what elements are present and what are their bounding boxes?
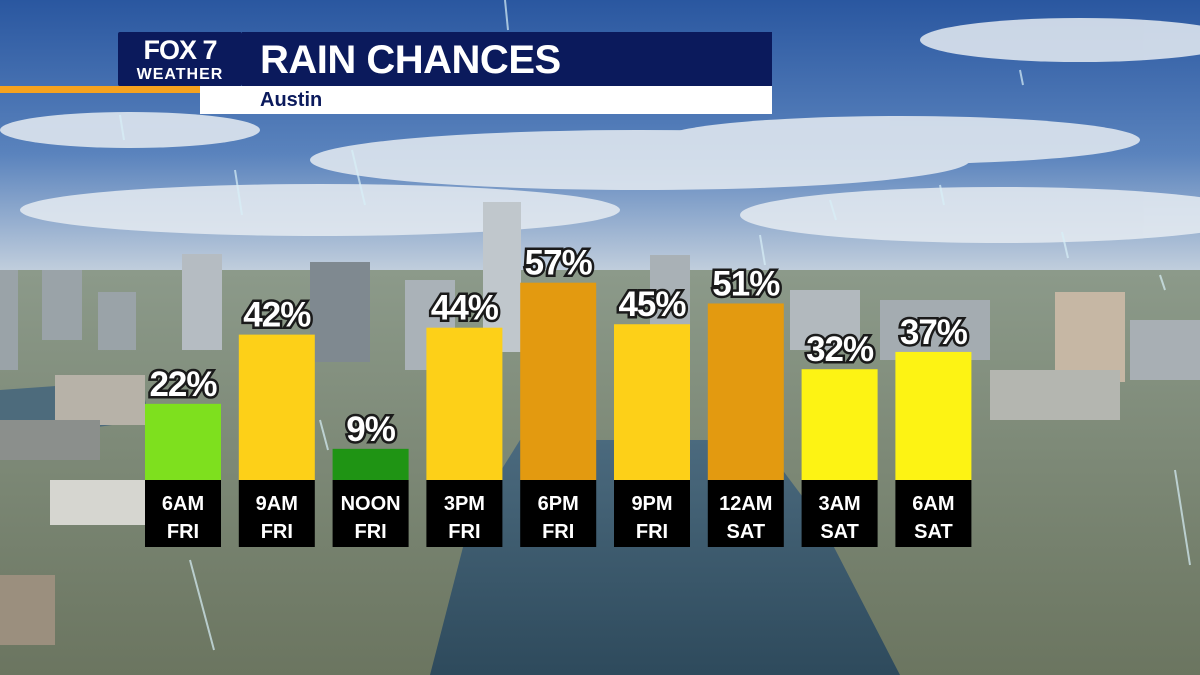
bar-value-label: 22% xyxy=(149,365,217,404)
category-box xyxy=(332,480,409,547)
category-box xyxy=(707,480,784,547)
fox7-logo: FOX 7 WEATHER xyxy=(118,32,242,86)
bar-6 xyxy=(614,324,690,480)
category-box xyxy=(520,480,597,547)
bar-9 xyxy=(895,351,972,480)
category-day-label: FRI xyxy=(636,521,668,543)
clouds xyxy=(0,18,1200,243)
category-time-label: 3PM xyxy=(444,493,485,515)
category-day-label: SAT xyxy=(727,521,766,543)
bar-8 xyxy=(801,369,878,480)
category-time-label: 3AM xyxy=(818,493,860,515)
bar-value-label: 37% xyxy=(900,313,968,352)
logo-text: FOX 7 xyxy=(143,35,217,65)
category-time-label: 6AM xyxy=(162,493,204,515)
category-time-label: 9AM xyxy=(256,493,298,515)
category-time-label: 9PM xyxy=(631,493,672,515)
bar-value-label: 51% xyxy=(712,264,780,303)
category-time-label: 6AM xyxy=(912,493,954,515)
category-time-label: 6PM xyxy=(538,493,579,515)
bar-value-label: 45% xyxy=(618,285,686,324)
bar-2 xyxy=(238,334,315,480)
category-day-label: SAT xyxy=(914,521,953,543)
page-title: RAIN CHANCES xyxy=(260,38,561,82)
category-time-label: NOON xyxy=(341,493,401,515)
category-box xyxy=(238,480,315,547)
category-day-label: FRI xyxy=(167,521,199,543)
category-box xyxy=(801,480,878,547)
category-day-label: FRI xyxy=(261,521,293,543)
buildings xyxy=(0,202,1200,645)
category-day-label: SAT xyxy=(820,521,859,543)
bar-4 xyxy=(426,327,503,480)
location-subtitle: Austin xyxy=(260,89,323,111)
category-day-label: FRI xyxy=(354,521,386,543)
category-day-label: FRI xyxy=(448,521,480,543)
bar-value-label: 32% xyxy=(806,330,874,369)
category-day-label: FRI xyxy=(542,521,574,543)
logo-sub: WEATHER xyxy=(136,66,224,83)
bar-value-label: 44% xyxy=(431,289,499,328)
bar-5 xyxy=(520,282,597,480)
rain-streaks xyxy=(119,0,1191,651)
category-box xyxy=(145,480,221,547)
bar-value-label: 9% xyxy=(346,410,395,449)
accent-strip xyxy=(0,86,200,93)
category-time-label: 12AM xyxy=(719,493,772,515)
bar-7 xyxy=(707,303,784,480)
category-box xyxy=(614,480,690,547)
title-bar: RAIN CHANCES xyxy=(242,32,772,86)
header: FOX 7 WEATHER RAIN CHANCES Austin xyxy=(0,0,1200,120)
subtitle-bar: Austin xyxy=(200,86,772,114)
bar-value-label: 42% xyxy=(243,296,311,335)
category-box xyxy=(426,480,503,547)
bar-1 xyxy=(145,403,221,480)
bar-3 xyxy=(332,448,409,480)
bar-value-label: 57% xyxy=(525,244,593,283)
category-box xyxy=(895,480,972,547)
